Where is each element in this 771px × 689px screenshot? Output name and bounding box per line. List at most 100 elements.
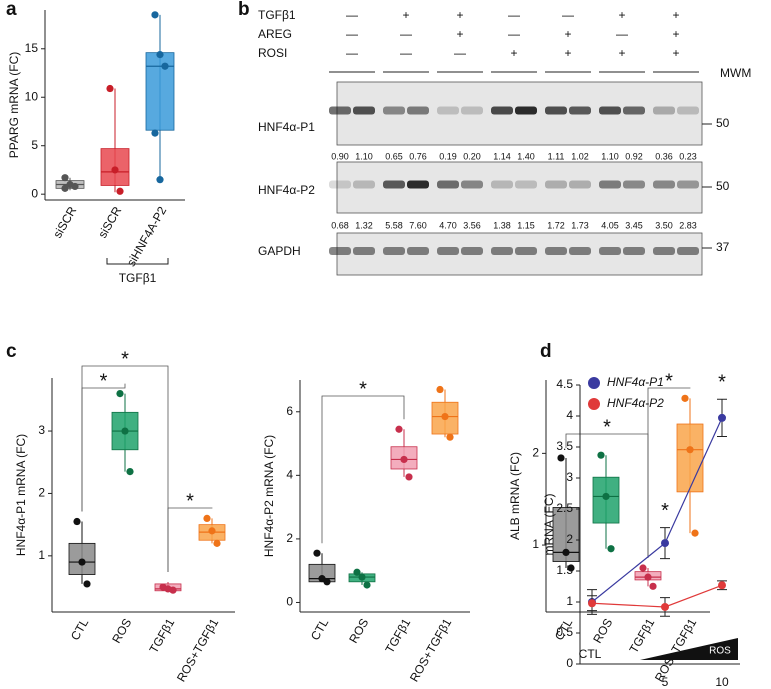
band [677, 180, 699, 189]
data-point [597, 451, 605, 459]
condition-sign: + [456, 8, 463, 22]
data-point [151, 129, 159, 137]
data-point [718, 413, 726, 422]
data-point [161, 62, 169, 70]
condition-sign: + [618, 46, 625, 60]
band [569, 247, 591, 255]
band-quant: 0.90 [331, 151, 349, 161]
condition-sign: — [562, 8, 574, 22]
data-point [116, 187, 124, 195]
legend-swatch [588, 398, 600, 410]
band [353, 106, 375, 115]
data-point [639, 564, 647, 572]
band [677, 106, 699, 115]
x-tick-label: 5 [662, 675, 669, 689]
band [623, 180, 645, 189]
data-point [116, 390, 124, 398]
condition-sign: — [346, 27, 358, 41]
band [461, 106, 483, 115]
band [329, 247, 351, 255]
band-quant: 1.32 [355, 220, 373, 230]
y-axis-label: mRNA (FC) [542, 494, 556, 556]
significance-bracket [647, 387, 691, 558]
x-tick-label: CTL [579, 647, 602, 661]
x-tick-label: ROS [590, 616, 615, 646]
data-point [405, 473, 413, 481]
band [569, 106, 591, 115]
box [431, 401, 459, 435]
data-point [557, 454, 565, 462]
x-tick-label: TGFβ1 [382, 616, 413, 656]
band-quant: 0.36 [655, 151, 673, 161]
y-tick-label: 6 [286, 404, 293, 418]
band-quant: 0.92 [625, 151, 643, 161]
box [592, 476, 620, 524]
band [407, 247, 429, 255]
legend-label: HNF4α-P1 [607, 375, 664, 389]
marker-size: 50 [716, 116, 730, 130]
dose-ramp [640, 638, 738, 660]
significance-star: * [665, 370, 673, 392]
condition-sign: — [346, 8, 358, 22]
data-point [313, 549, 321, 557]
data-point [562, 548, 570, 556]
band-quant: 1.14 [493, 151, 511, 161]
band [383, 180, 405, 189]
band [623, 247, 645, 255]
data-point [588, 599, 596, 608]
condition-sign: + [564, 27, 571, 41]
band [437, 247, 459, 255]
x-tick-label: TGFβ1 [626, 616, 657, 656]
significance-star: * [100, 370, 108, 392]
condition-label: AREG [258, 27, 292, 41]
x-tick-label: 10 [715, 675, 729, 689]
marker-header: MWM [720, 66, 751, 80]
significance-star: * [121, 348, 129, 370]
data-point [363, 581, 371, 589]
band [677, 247, 699, 255]
band-quant: 1.10 [355, 151, 373, 161]
band-quant: 5.58 [385, 220, 403, 230]
data-point [358, 573, 366, 581]
blot-row-label: HNF4α-P1 [258, 120, 315, 134]
band-quant: 3.45 [625, 220, 643, 230]
significance-bracket [167, 507, 213, 573]
data-point [111, 166, 119, 174]
band [653, 180, 675, 189]
condition-sign: — [454, 46, 466, 60]
significance-star: * [359, 378, 367, 400]
y-tick-label: 4.5 [556, 377, 573, 391]
x-tick-label: siHNF4A-P2 [124, 204, 170, 269]
band-quant: 1.38 [493, 220, 511, 230]
band [491, 180, 513, 189]
marker-size: 37 [716, 240, 730, 254]
x-tick-label: ROS [109, 616, 134, 646]
band-quant: 3.50 [655, 220, 673, 230]
y-tick-label: 0 [566, 656, 573, 670]
series-line [591, 584, 723, 608]
condition-sign: + [672, 46, 679, 60]
data-point [83, 580, 91, 588]
data-point [446, 433, 454, 441]
band [407, 180, 429, 189]
panel-label: a [6, 0, 17, 20]
x-tick-label: ROS+TGFβ1 [407, 616, 455, 684]
data-point [353, 568, 361, 576]
band [461, 247, 483, 255]
band [545, 180, 567, 189]
data-point [121, 427, 129, 435]
band-quant: 1.72 [547, 220, 565, 230]
y-tick-label: 10 [25, 89, 39, 103]
data-point [203, 514, 211, 523]
significance-bracket [81, 365, 169, 573]
y-tick-label: 3 [38, 423, 45, 437]
y-tick-label: 2.5 [556, 501, 573, 515]
band-quant: 1.40 [517, 151, 535, 161]
y-tick-label: 2 [566, 532, 573, 546]
y-tick-label: 0 [286, 595, 293, 609]
band-quant: 4.05 [601, 220, 619, 230]
panel-label: b [238, 0, 250, 20]
condition-sign: + [564, 46, 571, 60]
condition-sign: + [510, 46, 517, 60]
condition-sign: — [508, 8, 520, 22]
